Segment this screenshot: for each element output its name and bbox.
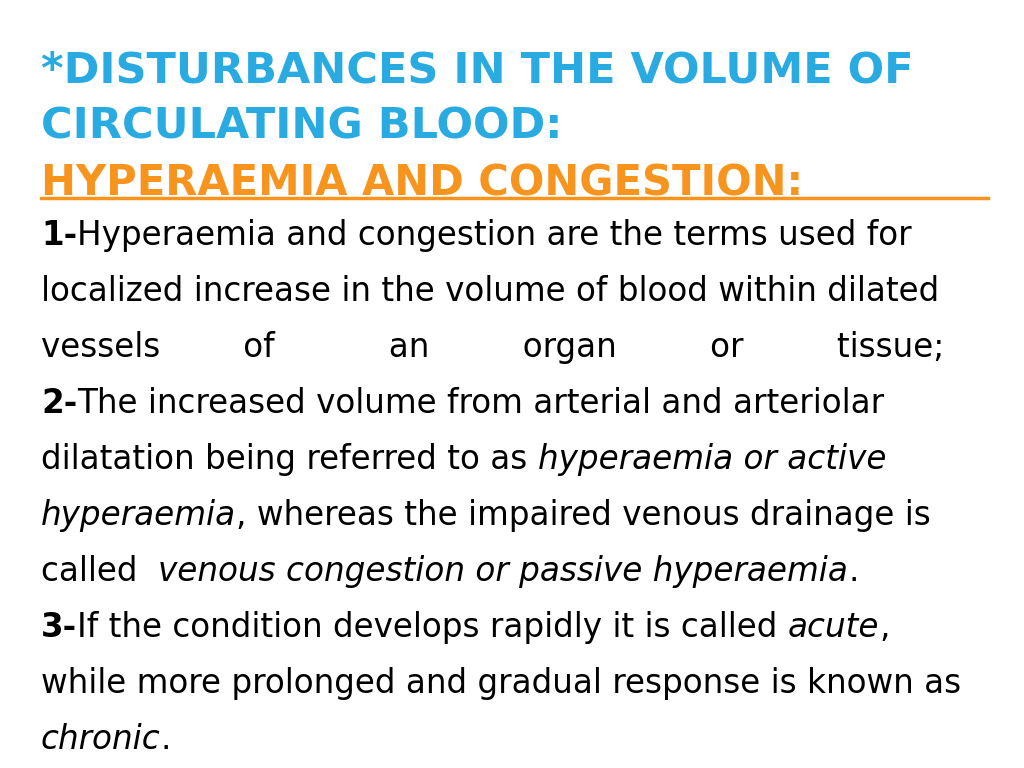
- Text: called: called: [41, 555, 159, 588]
- Text: hyperaemia or active: hyperaemia or active: [538, 443, 886, 476]
- Text: venous congestion or passive hyperaemia: venous congestion or passive hyperaemia: [159, 555, 848, 588]
- Text: while more prolonged and gradual response is known as: while more prolonged and gradual respons…: [41, 667, 962, 700]
- Text: The increased volume from arterial and arteriolar: The increased volume from arterial and a…: [77, 387, 885, 420]
- Text: CIRCULATING BLOOD:: CIRCULATING BLOOD:: [41, 106, 562, 148]
- Text: 3-: 3-: [41, 611, 77, 644]
- Text: vessels        of           an         organ         or         tissue;: vessels of an organ or tissue;: [41, 331, 944, 364]
- Text: acute: acute: [787, 611, 880, 644]
- Text: hyperaemia: hyperaemia: [41, 499, 237, 532]
- Text: .: .: [161, 723, 171, 756]
- Text: HYPERAEMIA AND CONGESTION:: HYPERAEMIA AND CONGESTION:: [41, 163, 803, 205]
- Text: *DISTURBANCES IN THE VOLUME OF: *DISTURBANCES IN THE VOLUME OF: [41, 50, 913, 92]
- Text: chronic: chronic: [41, 723, 161, 756]
- Text: 2-: 2-: [41, 387, 77, 420]
- Text: , whereas the impaired venous drainage is: , whereas the impaired venous drainage i…: [237, 499, 931, 532]
- Text: 1-: 1-: [41, 219, 77, 252]
- Text: ,: ,: [880, 611, 890, 644]
- Text: If the condition develops rapidly it is called: If the condition develops rapidly it is …: [77, 611, 787, 644]
- Text: .: .: [848, 555, 858, 588]
- Text: localized increase in the volume of blood within dilated: localized increase in the volume of bloo…: [41, 275, 939, 308]
- Text: dilatation being referred to as: dilatation being referred to as: [41, 443, 538, 476]
- Text: Hyperaemia and congestion are the terms used for: Hyperaemia and congestion are the terms …: [77, 219, 911, 252]
